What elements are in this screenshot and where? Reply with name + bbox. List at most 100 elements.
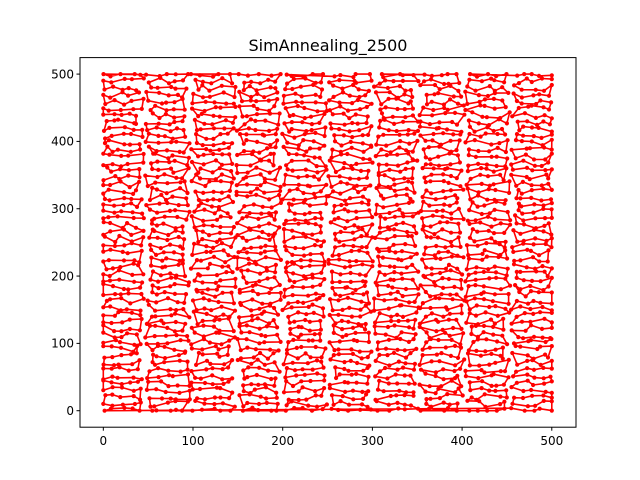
city-point [341, 133, 346, 138]
city-point [156, 375, 161, 380]
city-point [549, 201, 554, 206]
city-point [427, 406, 432, 411]
city-point [303, 197, 308, 202]
city-point [372, 84, 377, 89]
city-point [249, 151, 254, 157]
city-point [363, 327, 368, 332]
city-point [343, 389, 348, 394]
city-point [190, 298, 196, 303]
city-point [543, 352, 548, 357]
city-point [246, 365, 251, 370]
city-point [148, 108, 153, 113]
city-point [292, 405, 297, 411]
city-point [307, 210, 312, 215]
city-point [269, 205, 274, 210]
city-point [373, 331, 378, 336]
city-point [281, 144, 286, 149]
city-point [107, 273, 112, 279]
city-point [212, 211, 217, 216]
city-point [109, 344, 114, 349]
city-point [145, 298, 150, 303]
city-point [448, 292, 453, 297]
city-point [410, 149, 415, 154]
city-point [432, 232, 437, 237]
city-point [530, 393, 535, 398]
city-point [245, 170, 250, 175]
city-point [174, 333, 179, 338]
city-point [112, 203, 117, 208]
city-point [180, 96, 185, 102]
city-point [549, 73, 554, 78]
city-point [327, 80, 332, 85]
city-point [475, 229, 480, 234]
city-point [394, 129, 399, 134]
city-point [245, 400, 250, 406]
city-point [194, 258, 200, 263]
city-point [141, 76, 146, 81]
city-point [314, 404, 320, 409]
city-point [334, 375, 339, 381]
x-tick-label: 300 [361, 434, 384, 448]
city-point [290, 383, 296, 389]
city-point [164, 100, 169, 105]
city-point [290, 168, 295, 173]
city-point [437, 359, 442, 364]
city-point [476, 193, 481, 198]
city-point [327, 312, 332, 318]
city-point [205, 198, 210, 203]
city-point [529, 323, 534, 328]
city-point [200, 143, 205, 148]
city-point [434, 329, 439, 334]
city-point [113, 174, 118, 179]
city-point [263, 118, 268, 123]
city-point [392, 227, 397, 232]
city-point [214, 273, 220, 278]
city-point [533, 87, 538, 92]
city-point [544, 172, 549, 177]
city-point [498, 353, 503, 358]
city-point [322, 277, 327, 282]
city-point [465, 84, 470, 89]
city-point [275, 126, 280, 131]
city-point [549, 232, 554, 237]
city-point [359, 200, 364, 205]
city-point [109, 80, 114, 85]
city-point [392, 270, 397, 275]
city-point [289, 158, 294, 163]
city-point [479, 291, 484, 296]
city-point [475, 408, 480, 413]
city-point [410, 166, 415, 171]
city-point [328, 220, 333, 225]
city-point [339, 152, 344, 157]
y-tick-label: 300 [51, 202, 74, 216]
city-point [162, 214, 167, 219]
city-point [549, 151, 554, 156]
city-point [211, 136, 216, 141]
city-point [101, 202, 106, 207]
city-point [139, 106, 144, 111]
city-point [116, 362, 121, 367]
city-point [423, 245, 428, 250]
city-point [475, 243, 480, 248]
city-point [131, 191, 136, 196]
city-point [466, 163, 471, 168]
city-point [416, 79, 421, 84]
city-point [241, 176, 246, 181]
city-point [529, 139, 534, 144]
city-point [204, 136, 209, 141]
city-point [230, 390, 235, 395]
city-point [421, 223, 426, 229]
city-point [101, 344, 106, 349]
city-point [508, 218, 513, 223]
city-point [133, 188, 139, 193]
city-point [126, 368, 131, 373]
city-point [395, 95, 401, 100]
city-point [163, 264, 168, 269]
city-point [278, 297, 283, 302]
city-point [271, 163, 276, 168]
city-point [257, 341, 262, 346]
city-point [140, 280, 145, 285]
city-point [525, 353, 530, 358]
city-point [476, 376, 481, 381]
city-point [414, 346, 419, 351]
